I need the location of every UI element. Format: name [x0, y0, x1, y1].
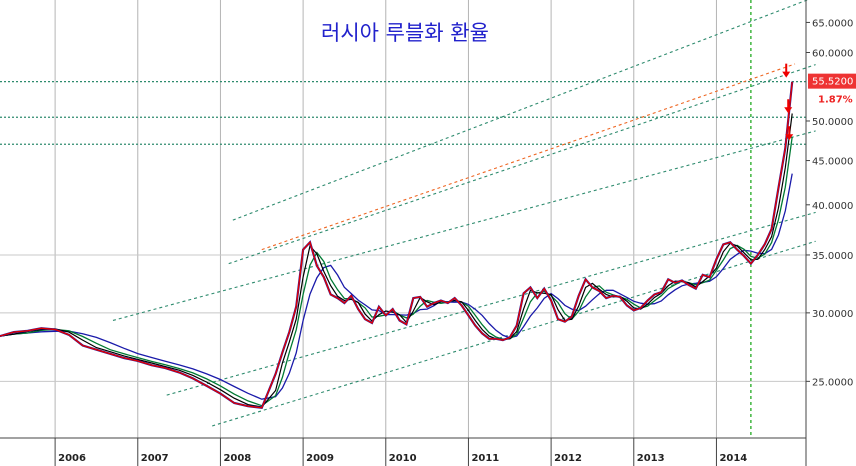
x-tick-label: 2010 [389, 453, 417, 464]
y-tick-label: 40.0000 [812, 201, 853, 212]
y-tick-label: 50.0000 [812, 117, 853, 128]
channel-line [232, 0, 809, 221]
x-tick-label: 2007 [141, 453, 169, 464]
x-tick-label: 2006 [58, 453, 86, 464]
plot-background [0, 0, 806, 438]
y-tick-label: 30.0000 [812, 309, 853, 320]
down-arrow-icon [785, 126, 794, 141]
channel-line [228, 64, 816, 265]
down-arrow-icon [784, 99, 793, 114]
trend-channels [112, 0, 816, 427]
arrow-markers [782, 63, 794, 141]
y-tick-label: 25.0000 [812, 377, 853, 388]
x-tick-label: 2009 [306, 453, 334, 464]
y-tick-label: 65.0000 [812, 18, 853, 29]
y-tick-label: 60.0000 [812, 48, 853, 59]
x-tick-label: 2011 [471, 453, 499, 464]
channel-line [112, 130, 816, 321]
x-tick-label: 2012 [554, 453, 582, 464]
grid [0, 0, 806, 438]
x-tick-label: 2013 [637, 453, 665, 464]
price-line [0, 81, 793, 409]
channel-line [166, 211, 816, 396]
change-percent-label: 1.87% [818, 95, 853, 106]
down-arrow-icon [782, 63, 791, 78]
y-tick-label: 35.0000 [812, 251, 853, 262]
moving-average-long [0, 173, 793, 400]
last-price-box [808, 73, 856, 89]
series-layer [0, 81, 794, 409]
chart-title: 러시아 루블화 환율 [321, 21, 489, 45]
mid-channel-line [261, 63, 796, 251]
x-tick-label: 2014 [719, 453, 747, 464]
x-tick-label: 2008 [223, 453, 251, 464]
y-tick-label: 45.0000 [812, 157, 853, 168]
last-price-label: 55.5200 [812, 77, 853, 88]
